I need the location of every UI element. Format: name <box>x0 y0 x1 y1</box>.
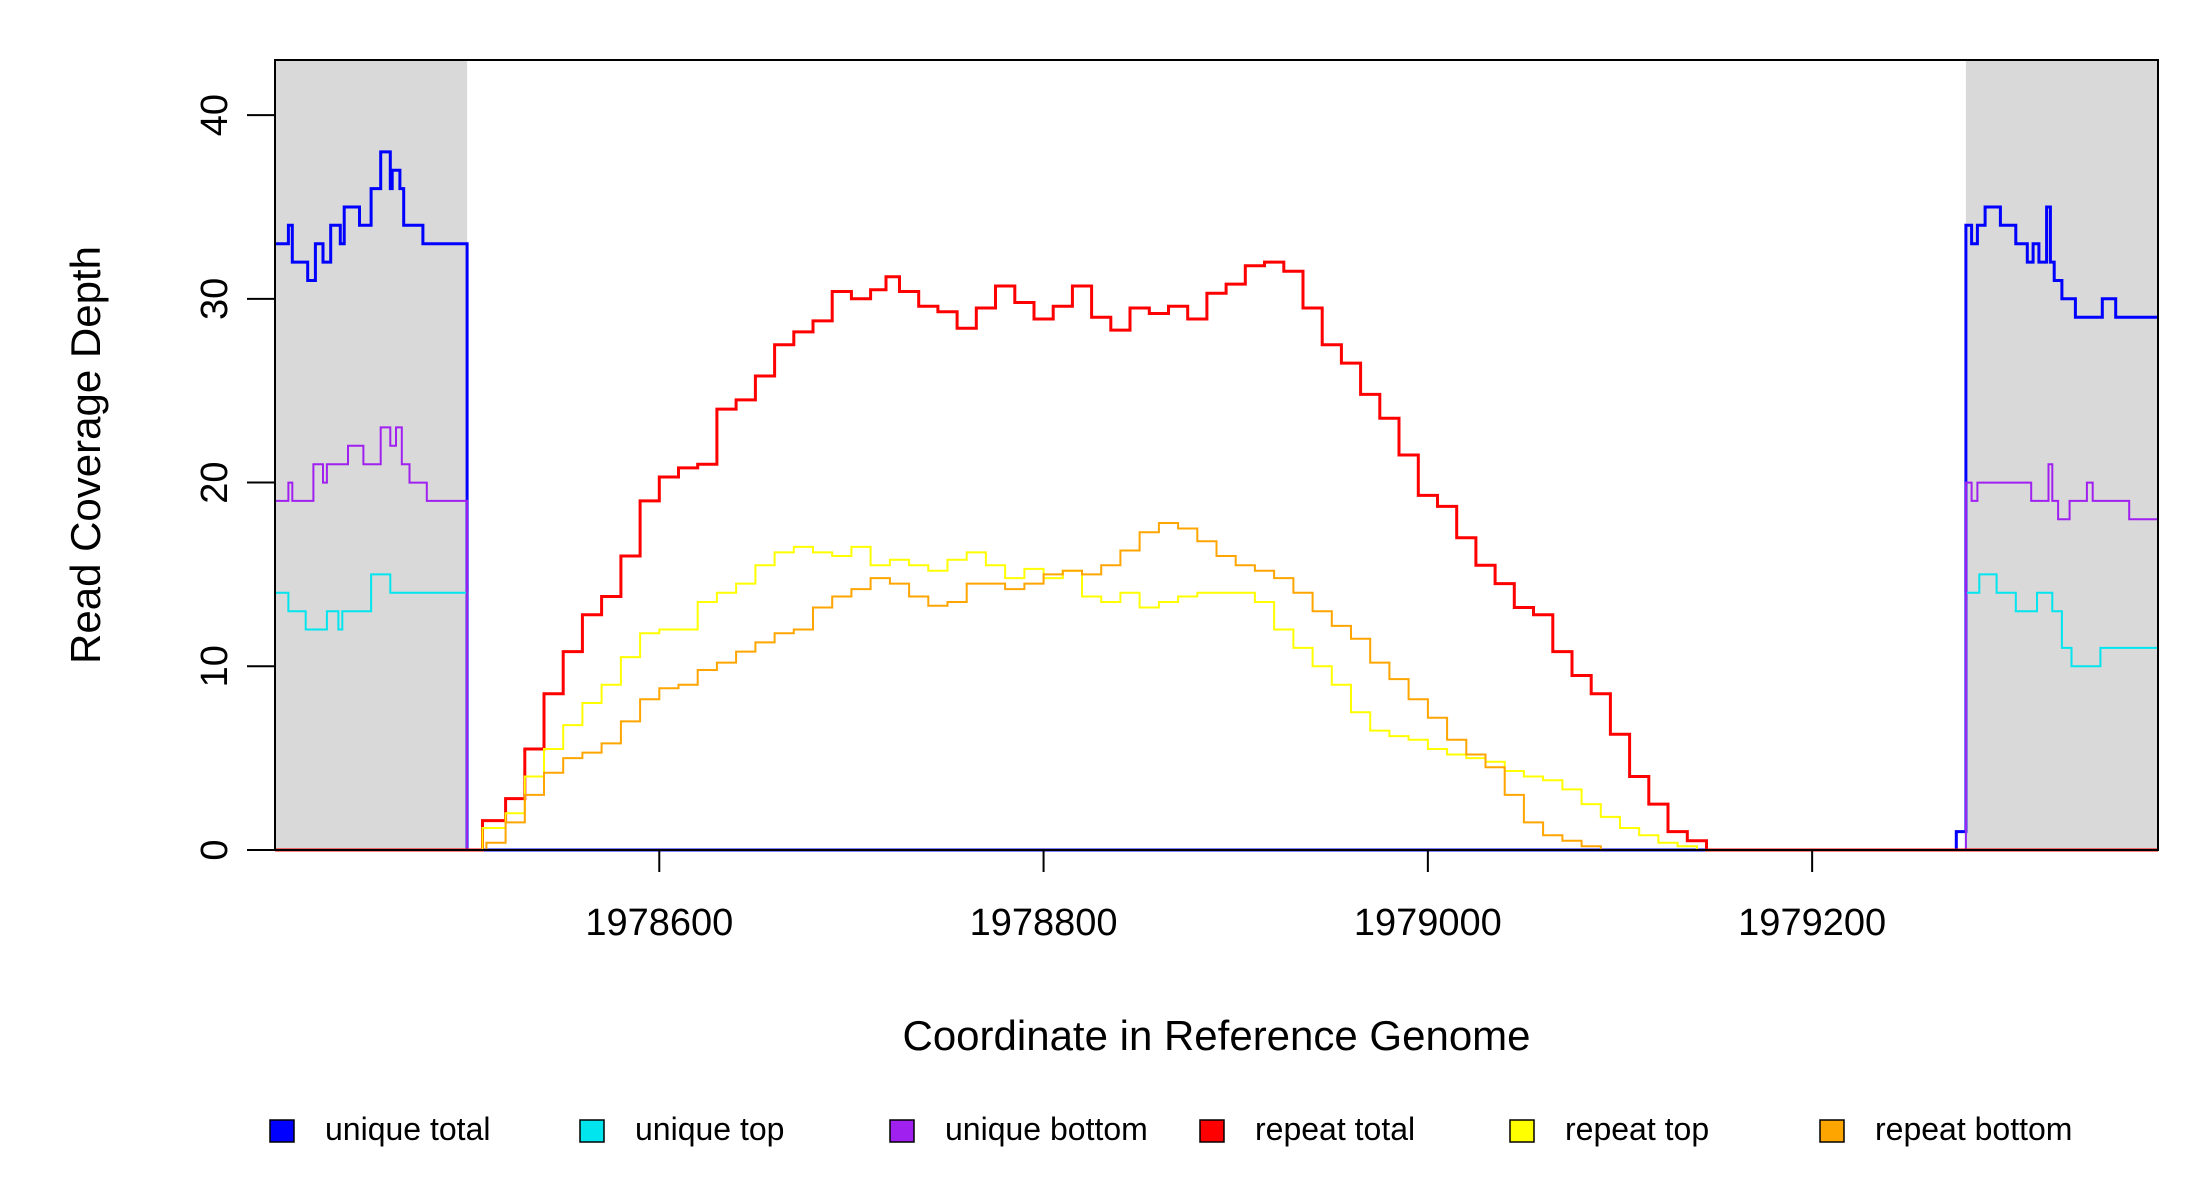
shaded-regions <box>275 60 2158 850</box>
x-tick-label: 1979200 <box>1738 902 1886 944</box>
legend-label: unique total <box>325 1111 490 1147</box>
legend-item-unique-total: unique total <box>269 1111 490 1147</box>
series-line-unique-total <box>275 150 2158 852</box>
series-line-repeat-total <box>275 260 2158 852</box>
series-line-repeat-top <box>275 545 2158 851</box>
y-tick-label: 30 <box>194 278 236 320</box>
legend-item-repeat-top: repeat top <box>1509 1111 1709 1147</box>
legend-label: repeat bottom <box>1875 1111 2072 1147</box>
y-tick-label: 20 <box>194 461 236 503</box>
legend-swatch <box>1509 1119 1535 1143</box>
legend-swatch <box>579 1119 605 1143</box>
shaded-region-1 <box>275 60 468 850</box>
x-tick-label: 1978600 <box>585 902 733 944</box>
y-tick-label: 40 <box>194 94 236 136</box>
legend-swatch <box>1199 1119 1225 1143</box>
legend: unique total unique top unique bottom repea… <box>269 1111 2072 1147</box>
series-layer <box>275 150 2158 852</box>
legend-swatch <box>269 1119 295 1143</box>
y-axis: 0 10 20 30 40 <box>194 94 275 861</box>
legend-label: unique bottom <box>945 1111 1148 1147</box>
plot-frame <box>274 59 2159 851</box>
x-axis: 1978600 1978800 1979000 1979200 <box>585 850 1886 944</box>
legend-item-unique-bottom: unique bottom <box>889 1111 1148 1147</box>
x-axis-title: Coordinate in Reference Genome <box>902 1012 1530 1059</box>
legend-label: unique top <box>635 1111 784 1147</box>
y-tick-label: 0 <box>194 839 236 860</box>
legend-item-repeat-total: repeat total <box>1199 1111 1415 1147</box>
x-tick-label: 1978800 <box>970 902 1118 944</box>
x-tick-label: 1979000 <box>1354 902 1502 944</box>
series-line-unique-top <box>275 573 2158 851</box>
series-line-repeat-bottom <box>275 522 2158 851</box>
legend-label: repeat top <box>1565 1111 1709 1147</box>
y-axis-title: Read Coverage Depth <box>62 246 109 664</box>
legend-swatch <box>1819 1119 1845 1143</box>
legend-swatch <box>889 1119 915 1143</box>
legend-label: repeat total <box>1255 1111 1415 1147</box>
y-tick-label: 10 <box>194 645 236 687</box>
legend-item-repeat-bottom: repeat bottom <box>1819 1111 2072 1147</box>
legend-item-unique-top: unique top <box>579 1111 784 1147</box>
shaded-region-2 <box>1965 60 2158 850</box>
series-line-unique-bottom <box>275 426 2158 851</box>
